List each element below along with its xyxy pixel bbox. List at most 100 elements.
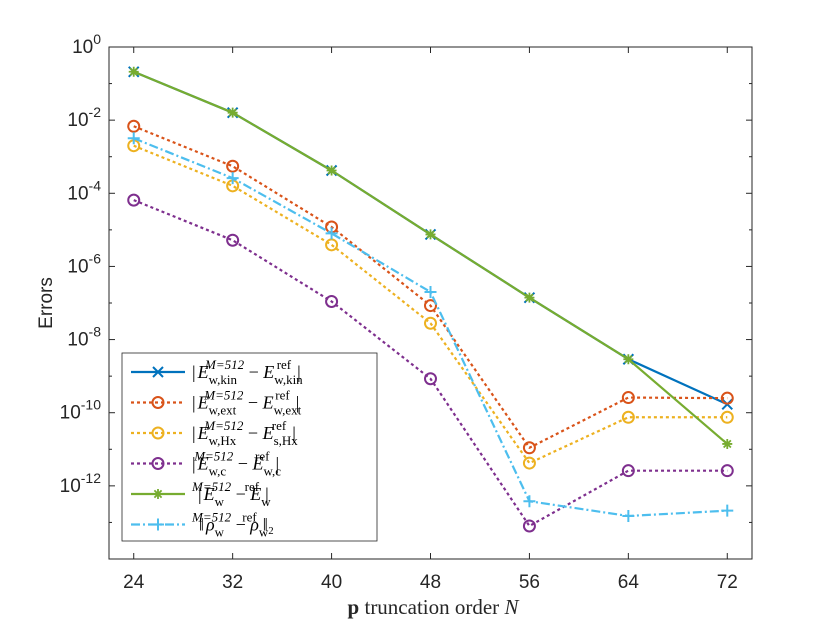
ticks-layer [109, 46, 752, 559]
series-rho-point [325, 227, 338, 240]
series-c-point [325, 294, 339, 308]
legend-marker-w [153, 489, 163, 499]
y-tick-label-base: 10 [60, 403, 81, 424]
series-w-point [623, 354, 634, 365]
legend-label-minus: − [233, 454, 252, 474]
legend-label-bar: | [265, 484, 269, 504]
series-rho-point [622, 509, 635, 522]
legend-label-superscript: ref [275, 388, 290, 403]
legend-label-bar: | [198, 484, 202, 504]
legend-label-symbol: E [197, 393, 209, 413]
x-tick-label: 72 [717, 572, 738, 593]
series-rho [127, 132, 734, 522]
x-tick-label: 40 [321, 572, 342, 593]
legend-label-minus: − [243, 393, 262, 413]
y-tick-label-exponent: -8 [89, 324, 102, 340]
legend-label-rho: ‖ ρwM=512 − ρwref ‖₂ [191, 510, 274, 540]
legend-label-superscript: ref [245, 479, 260, 494]
legend-label-superscript: M=512 [191, 510, 232, 525]
legend-label-symbol: E [197, 454, 209, 474]
legend-label-subscript: w,ext [209, 403, 237, 418]
legend-label-subscript: w [215, 494, 225, 509]
y-tick-label-exponent: -2 [89, 104, 102, 120]
legend-label-bar: | [296, 393, 300, 413]
legend-label-bar: | [192, 423, 196, 443]
series-ext-point [127, 119, 141, 133]
legend-label-bar: | [292, 423, 296, 443]
legend-label-subscript: s,Hx [274, 433, 299, 448]
legend-label-bar: | [192, 362, 196, 382]
legend-label-superscript: M=512 [203, 418, 244, 433]
legend-label-superscript: ref [272, 418, 287, 433]
series-rho-point [127, 132, 140, 145]
series-layer [127, 66, 734, 533]
legend-label-superscript: M=512 [203, 388, 244, 403]
series-c-line [133, 199, 728, 528]
labels-layer: 24 32 40 48 56 64 7210010-210-410-610-810-1010… [60, 31, 738, 593]
y-tick-label-base: 10 [60, 476, 81, 497]
legend-label-subscript: w,kin [209, 372, 238, 387]
legend-label-bar: | [192, 454, 196, 474]
legend-marker-kin [152, 366, 164, 378]
legend-label-superscript: ref [277, 357, 292, 372]
series-ext-point [720, 391, 734, 405]
series-Hx-point [720, 410, 734, 424]
series-rho-point [721, 504, 734, 517]
x-tick-label: 48 [420, 572, 441, 593]
series-Hx-point [522, 456, 536, 470]
legend-label-subscript: w [215, 525, 225, 540]
legend-label-c: | Ew,cM=512 − Ew,cref | [192, 449, 281, 479]
legend-label-superscript: M=512 [204, 357, 245, 372]
legend-label-superscript: M=512 [191, 479, 232, 494]
legend-label-bar: | [192, 393, 196, 413]
legend-label-subscript: w,ext [274, 403, 302, 418]
legend-label-symbol: E [197, 362, 209, 382]
legend-label-subscript: w,Hx [209, 433, 237, 448]
series-c-point [720, 464, 734, 478]
x-tick-label: 64 [618, 572, 640, 593]
legend-label-Hx: | Ew,HxM=512 − Es,Hxref | [192, 418, 298, 448]
legend-label-symbol: E [197, 423, 209, 443]
series-w-point [326, 165, 337, 176]
series-Hx [127, 139, 734, 470]
y-tick-label-base: 10 [67, 330, 88, 351]
legend-label-w: | EwM=512 − Ewref | [191, 479, 271, 509]
legend-label-minus: − [231, 484, 250, 504]
x-tick-label: 56 [519, 572, 540, 593]
y-axis-title: Errors [36, 277, 57, 329]
legend-label-kin: | Ew,kinM=512 − Ew,kinref | [192, 357, 303, 387]
series-ext-line [133, 125, 728, 449]
series-rho-point [424, 285, 437, 298]
legend-label-symbol: E [251, 454, 263, 474]
x-axis-title-italic: N [503, 595, 519, 619]
y-tick-label-exponent: -12 [81, 470, 101, 486]
legend-label-subscript: w,c [263, 464, 281, 479]
y-tick-label: 10-10 [60, 397, 102, 424]
x-tick-label: 32 [222, 572, 243, 593]
series-c [127, 193, 734, 533]
legend-label-symbol: E [249, 484, 261, 504]
legend-label-bar: ‖ [199, 515, 204, 535]
legend-marker-rho [152, 518, 164, 531]
legend-label-symbol: E [262, 423, 274, 443]
legend-label-ext: | Ew,extM=512 − Ew,extref | [192, 388, 302, 418]
series-w-point [722, 438, 733, 449]
y-tick-label-base: 10 [67, 110, 88, 131]
x-tick-label: 24 [123, 572, 145, 593]
legend-label-symbol: ρ [249, 515, 259, 535]
y-tick-label: 10-8 [67, 324, 101, 351]
series-rho-point [226, 172, 239, 185]
series-w-point [128, 66, 139, 77]
series-w-point [524, 292, 535, 303]
y-tick-label-base: 10 [67, 183, 88, 204]
series-ext-point [621, 391, 635, 405]
legend-label-minus: − [243, 423, 262, 443]
y-tick-label: 10-12 [60, 470, 102, 497]
legend-label-bar: ‖₂ [263, 515, 274, 535]
y-tick-label: 10-2 [67, 104, 101, 131]
legend-label-minus: − [231, 515, 250, 535]
series-w-point [425, 229, 436, 240]
plot-frame [108, 46, 753, 560]
series-Hx-point [424, 316, 437, 330]
